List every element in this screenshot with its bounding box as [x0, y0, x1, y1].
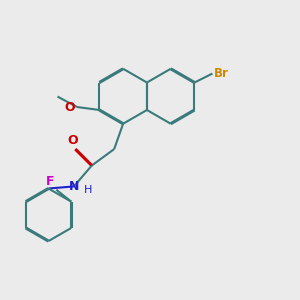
Text: F: F [46, 175, 55, 188]
Text: O: O [65, 100, 75, 113]
Text: H: H [83, 185, 92, 195]
Text: Br: Br [214, 67, 229, 80]
Text: O: O [68, 134, 78, 147]
Text: N: N [69, 180, 79, 193]
